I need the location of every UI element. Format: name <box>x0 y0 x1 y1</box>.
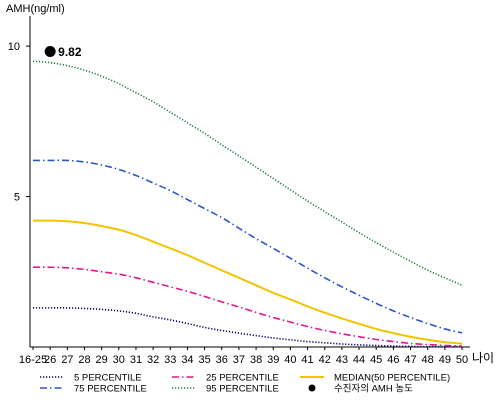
legend-marker-dot <box>308 384 316 392</box>
x-tick-label: 34 <box>181 354 193 366</box>
x-tick-label: 38 <box>250 354 262 366</box>
y-tick-label: 5 <box>14 192 20 204</box>
patient-marker-dot <box>44 46 56 58</box>
x-tick-label: 47 <box>404 354 416 366</box>
x-tick-label: 45 <box>370 354 382 366</box>
x-tick-label: 49 <box>439 354 451 366</box>
series-line-5-percentile <box>32 307 462 348</box>
x-tick-label: 40 <box>284 354 296 366</box>
legend-label: 95 PERCENTILE <box>206 384 279 395</box>
patient-marker: 9.82 <box>44 45 82 59</box>
x-tick-label: 42 <box>319 354 331 366</box>
x-tick-label: 43 <box>336 354 348 366</box>
x-tick-label: 33 <box>164 354 176 366</box>
x-tick-label: 48 <box>422 354 434 366</box>
x-tick-label: 28 <box>78 354 90 366</box>
x-tick-label: 27 <box>61 354 73 366</box>
series-line-95-percentile <box>32 60 463 287</box>
x-tick-label: 26 <box>44 354 56 366</box>
x-tick-label: 32 <box>147 354 159 366</box>
legend-label: 수진자의 AMH 농도 <box>334 384 413 395</box>
y-tick-label: 10 <box>8 41 20 53</box>
legend-label: 75 PERCENTILE <box>74 384 147 395</box>
x-tick-label: 36 <box>216 354 228 366</box>
x-tick-label: 35 <box>198 354 210 366</box>
x-tick-label: 29 <box>96 354 108 366</box>
legend: 5 PERCENTILE 25 PERCENTILE MEDIAN(50 PERCE… <box>40 373 450 395</box>
x-tick-label: 50 <box>456 354 468 366</box>
x-tick-label: 37 <box>233 354 245 366</box>
x-tick-label: 41 <box>301 354 313 366</box>
x-tick-label: 30 <box>113 354 125 366</box>
legend-label: 5 PERCENTILE <box>74 373 142 384</box>
legend-label: MEDIAN(50 PERCENTILE) <box>334 373 450 384</box>
series-line-25-percentile <box>32 266 463 347</box>
y-axis-label: AMH(ng/ml) <box>6 3 65 15</box>
patient-marker-label: 9.82 <box>58 45 82 59</box>
x-tick-label: 16-25 <box>19 354 47 366</box>
x-tick-label: 39 <box>267 354 279 366</box>
legend-label: 25 PERCENTILE <box>206 373 279 384</box>
series-line-median-50-percentile <box>32 219 463 345</box>
x-tick-label: 31 <box>130 354 142 366</box>
x-axis-label: 나이 <box>472 351 494 365</box>
y-ticks: 5 10 <box>8 41 30 204</box>
series-line-75-percentile <box>32 159 463 334</box>
x-tick-label: 44 <box>353 354 365 366</box>
x-tick-label: 46 <box>387 354 399 366</box>
series-lines <box>32 60 463 348</box>
